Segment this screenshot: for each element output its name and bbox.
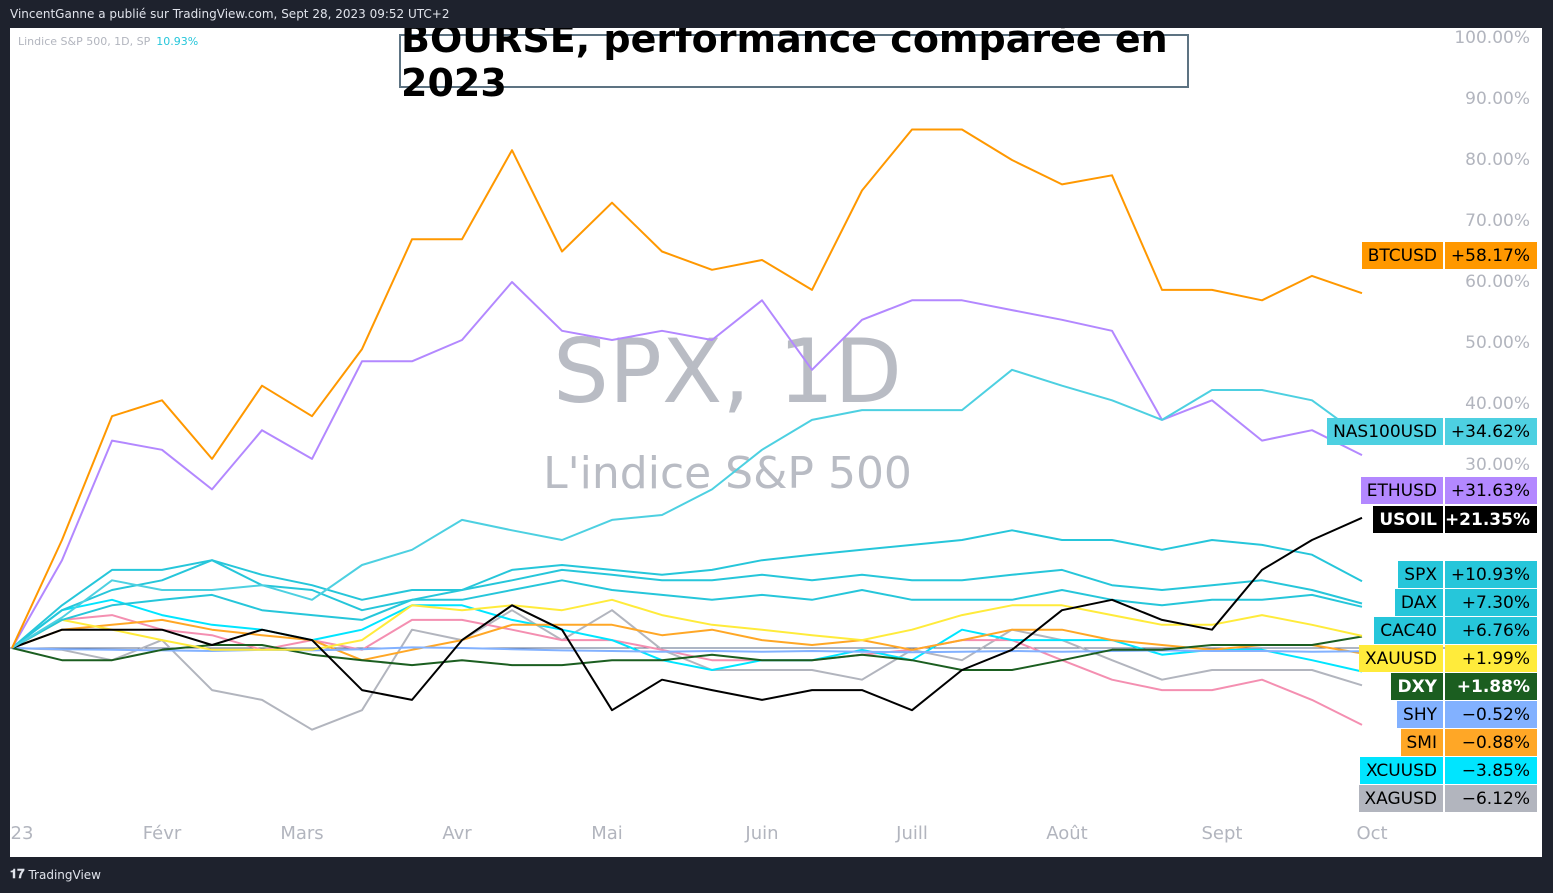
series-tag-name: XAUUSD [1358, 645, 1443, 672]
y-tick-label: 80.00% [1465, 150, 1530, 170]
series-tag-value: +34.62% [1445, 418, 1537, 445]
footer-logo-text: TradingView [28, 867, 101, 882]
x-tick-label: Août [1046, 823, 1088, 844]
series-line-ethusd[interactable] [11, 281, 1363, 649]
series-line-unlabeled[interactable] [11, 614, 1363, 726]
x-tick-label: Juill [896, 823, 928, 844]
series-tag-name: NAS100USD [1327, 418, 1443, 445]
series-tag-name: ETHUSD [1360, 477, 1443, 504]
y-tick-label: 70.00% [1465, 211, 1530, 231]
series-tag-cac40: CAC40 +6.76% [1374, 617, 1537, 644]
series-tag-name: USOIL [1373, 506, 1443, 533]
series-line-nas100usd[interactable] [11, 368, 1363, 649]
series-tag-value: −6.12% [1445, 785, 1537, 812]
series-line-dxy[interactable] [11, 635, 1363, 671]
series-tag-value: +21.35% [1445, 506, 1537, 533]
series-tag-btcusd: BTCUSD +58.17% [1361, 242, 1537, 269]
series-tag-smi: SMI −0.88% [1400, 729, 1537, 756]
x-tick-label: Juin [745, 823, 779, 844]
x-tick-label: Mai [591, 823, 623, 844]
series-tag-name: SMI [1400, 729, 1443, 756]
y-tick-label: 50.00% [1465, 333, 1530, 353]
series-tag-value: +7.30% [1445, 589, 1537, 616]
series-line-dax[interactable] [11, 559, 1363, 649]
series-tag-usoil: USOIL +21.35% [1373, 506, 1537, 533]
series-tag-xcuusd: XCUUSD −3.85% [1359, 757, 1537, 784]
series-tag-spx: SPX +10.93% [1398, 561, 1537, 588]
series-tag-name: XAGUSD [1358, 785, 1443, 812]
series-tag-value: +10.93% [1445, 561, 1537, 588]
series-tag-value: +58.17% [1445, 242, 1537, 269]
x-tick-label: Sept [1201, 823, 1243, 844]
series-tag-dax: DAX +7.30% [1394, 589, 1537, 616]
series-tag-value: −3.85% [1445, 757, 1537, 784]
series-line-cac40[interactable] [11, 559, 1363, 649]
chart-title: BOURSE, performance comparée en 2023 [399, 28, 1189, 105]
series-tag-value: −0.88% [1445, 729, 1537, 756]
y-tick-label: 30.00% [1465, 455, 1530, 475]
publisher-header: VincentGanne a publié sur TradingView.co… [10, 7, 450, 21]
series-line-usoil[interactable] [11, 516, 1363, 712]
series-tag-name: SHY [1397, 701, 1443, 728]
series-tag-xagusd: XAGUSD −6.12% [1358, 785, 1537, 812]
series-tag-name: CAC40 [1374, 617, 1443, 644]
y-tick-label: 40.00% [1465, 394, 1530, 414]
footer: 𝟏𝟕 TradingView [10, 867, 101, 882]
series-tag-name: DXY [1391, 673, 1443, 700]
y-tick-label: 60.00% [1465, 272, 1530, 292]
series-tag-name: SPX [1398, 561, 1443, 588]
series-tag-name: BTCUSD [1361, 242, 1443, 269]
series-line-xcuusd[interactable] [11, 598, 1363, 673]
x-tick-label: Mars [280, 823, 324, 844]
series-line-smi[interactable] [11, 618, 1363, 662]
chart-pane[interactable]: Lindice S&P 500, 1D, SP 10.93% BOURSE, pe… [10, 28, 1542, 857]
series-line-xauusd[interactable] [11, 598, 1363, 651]
series-line-btcusd[interactable] [11, 128, 1363, 649]
x-tick-label: Avr [442, 823, 472, 844]
series-tag-ethusd: ETHUSD +31.63% [1360, 477, 1537, 504]
y-tick-label: 100.00% [1454, 28, 1530, 48]
series-tag-value: +1.99% [1445, 645, 1537, 672]
series-tag-value: −0.52% [1445, 701, 1537, 728]
series-line-spx[interactable] [11, 529, 1363, 649]
series-tag-dxy: DXY +1.88% [1391, 673, 1537, 700]
watermark-description: L'indice S&P 500 [543, 448, 912, 499]
series-tag-value: +1.88% [1445, 673, 1537, 700]
symbol-legend: Lindice S&P 500, 1D, SP 10.93% [18, 35, 198, 48]
legend-label: Lindice S&P 500, 1D, SP [18, 35, 151, 48]
x-tick-label: Févr [142, 823, 182, 844]
series-tag-shy: SHY −0.52% [1397, 701, 1537, 728]
series-line-xagusd[interactable] [11, 609, 1363, 731]
x-tick-label: Oct [1356, 823, 1388, 844]
series-tag-value: +6.76% [1445, 617, 1537, 644]
series-tag-value: +31.63% [1445, 477, 1537, 504]
series-tag-name: XCUUSD [1359, 757, 1443, 784]
x-tick-label: 23 [10, 823, 34, 844]
series-tag-name: DAX [1394, 589, 1443, 616]
y-tick-label: 90.00% [1465, 89, 1530, 109]
series-tag-nas100usd: NAS100USD +34.62% [1327, 418, 1537, 445]
plot-area [10, 128, 1445, 731]
legend-value: 10.93% [156, 35, 199, 48]
tradingview-logo-icon: 𝟏𝟕 [10, 867, 25, 882]
series-tag-xauusd: XAUUSD +1.99% [1358, 645, 1537, 672]
